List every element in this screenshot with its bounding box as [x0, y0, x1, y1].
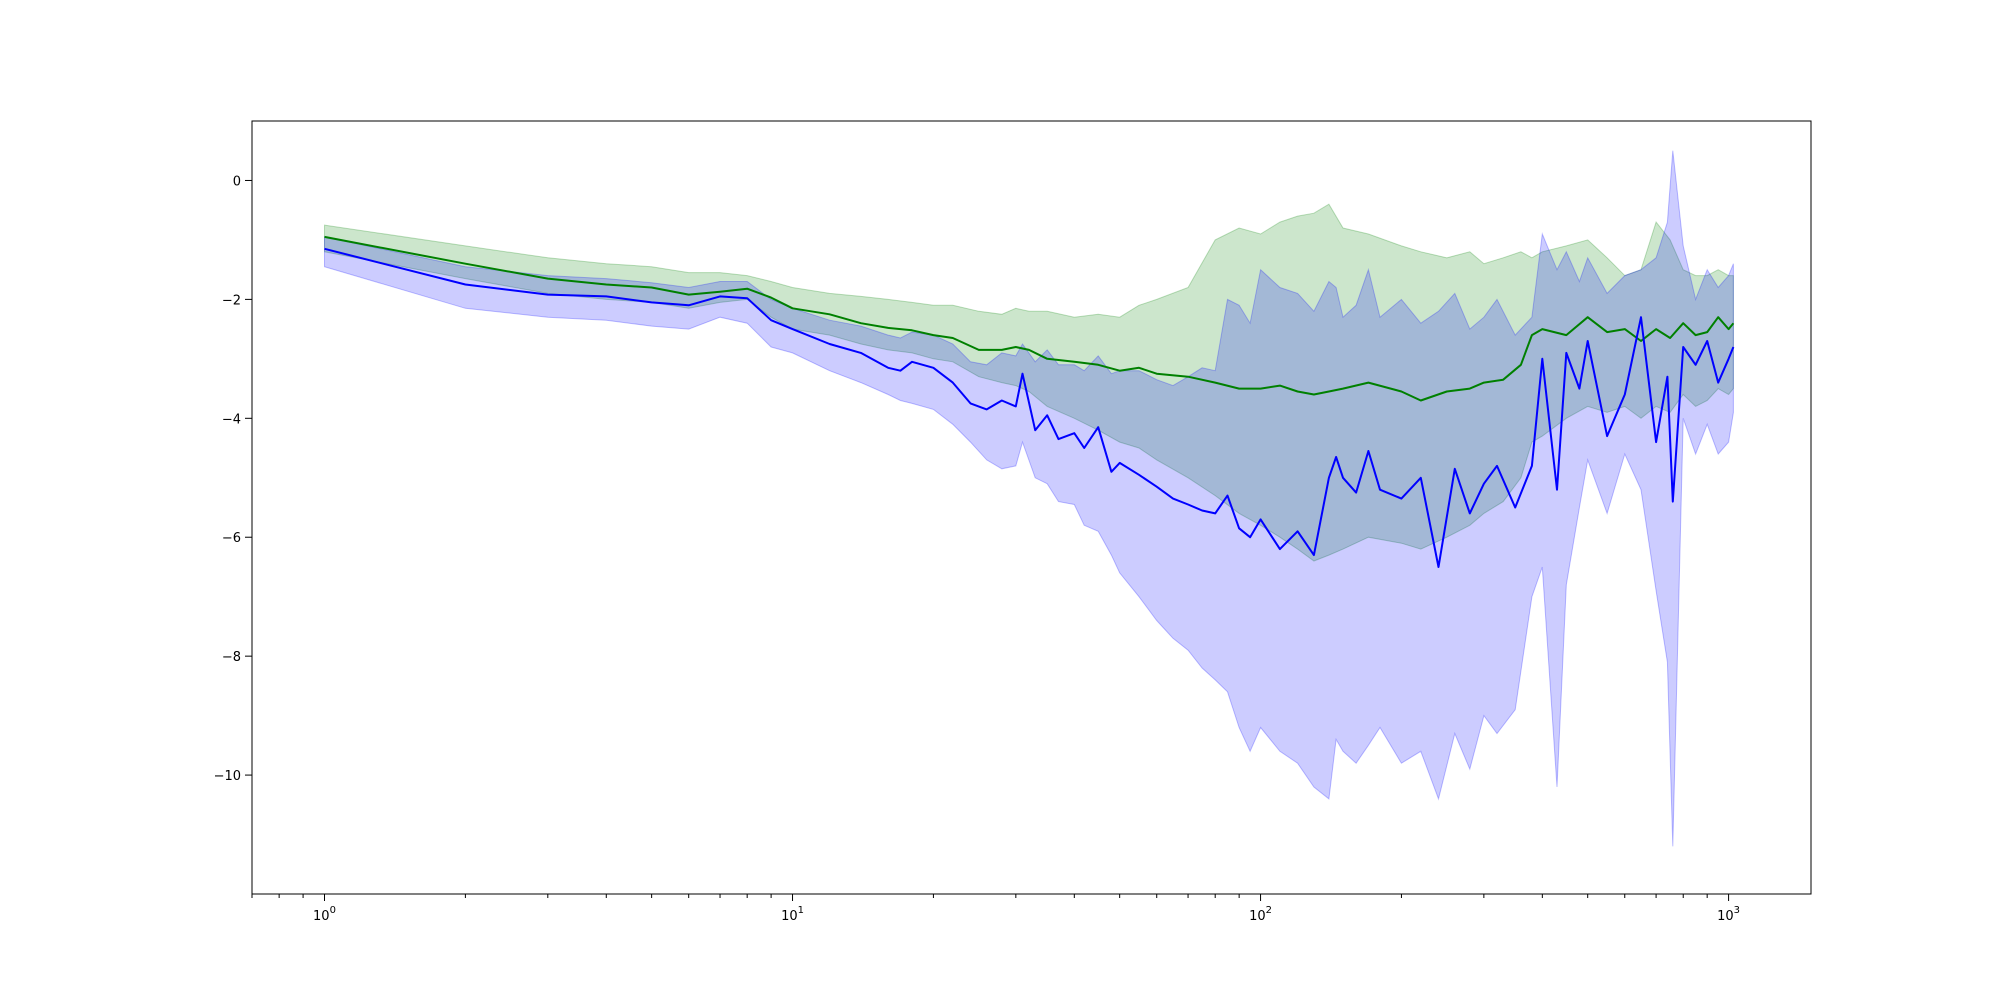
x-axis: 100 101 102 103 — [251, 894, 1740, 924]
y-tick-label: −6 — [222, 531, 241, 546]
y-tick-label: −4 — [222, 412, 241, 427]
plot-area — [324, 150, 1735, 847]
y-tick-label: −8 — [222, 650, 241, 665]
y-axis: 0 −2 −4 −6 −8 −10 — [214, 174, 252, 784]
series-1-band — [324, 150, 1734, 847]
series-1-line — [324, 247, 1735, 568]
y-tick-label: −2 — [222, 293, 241, 308]
series-lines — [324, 235, 1735, 568]
y-tick-label: −10 — [214, 769, 241, 784]
series-0-line — [324, 235, 1735, 402]
axes-frame — [251, 120, 1812, 895]
y-tick-label: 0 — [233, 174, 241, 189]
